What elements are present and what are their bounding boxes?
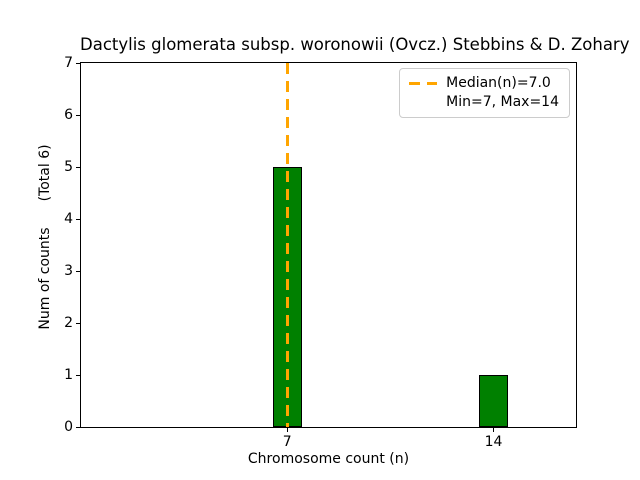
y-tick-6 <box>76 114 80 116</box>
median-dashed-line-swatch <box>409 82 438 85</box>
x-tick-label-14: 14 <box>484 434 503 450</box>
x-tick-14 <box>493 428 495 432</box>
y-tick-label-7: 7 <box>64 55 73 71</box>
y-tick-2 <box>76 322 80 324</box>
legend-item-median: Median(n)=7.0 <box>409 74 559 93</box>
chart-title: Dactylis glomerata subsp. woronowii (Ovc… <box>80 35 630 54</box>
y-tick-1 <box>76 374 80 376</box>
x-tick-label-7: 7 <box>282 434 292 450</box>
median-line <box>285 63 289 427</box>
plot-area: Median(n)=7.0 Min=7, Max=14 7 14 0 1 2 3 4 5 6 7 <box>64 55 577 450</box>
y-tick-label-6: 6 <box>64 107 73 123</box>
y-tick-label-0: 0 <box>64 419 73 435</box>
legend-empty-swatch <box>409 101 437 104</box>
y-tick-4 <box>76 218 80 220</box>
legend-item-minmax: Min=7, Max=14 <box>409 93 559 112</box>
y-tick-5 <box>76 166 80 168</box>
y-tick-label-1: 1 <box>64 367 73 383</box>
y-tick-0 <box>76 426 80 428</box>
bar-x14 <box>478 375 509 427</box>
legend: Median(n)=7.0 Min=7, Max=14 <box>399 68 570 118</box>
x-tick-7 <box>286 428 288 432</box>
legend-label-median: Median(n)=7.0 <box>446 75 551 91</box>
y-tick-label-3: 3 <box>64 263 73 279</box>
y-tick-label-5: 5 <box>64 159 73 175</box>
y-tick-7 <box>76 62 80 64</box>
x-axis-label: Chromosome count (n) <box>247 451 410 467</box>
y-tick-label-2: 2 <box>64 315 73 331</box>
y-tick-3 <box>76 270 80 272</box>
legend-label-minmax: Min=7, Max=14 <box>446 94 559 110</box>
y-tick-label-4: 4 <box>64 211 73 227</box>
